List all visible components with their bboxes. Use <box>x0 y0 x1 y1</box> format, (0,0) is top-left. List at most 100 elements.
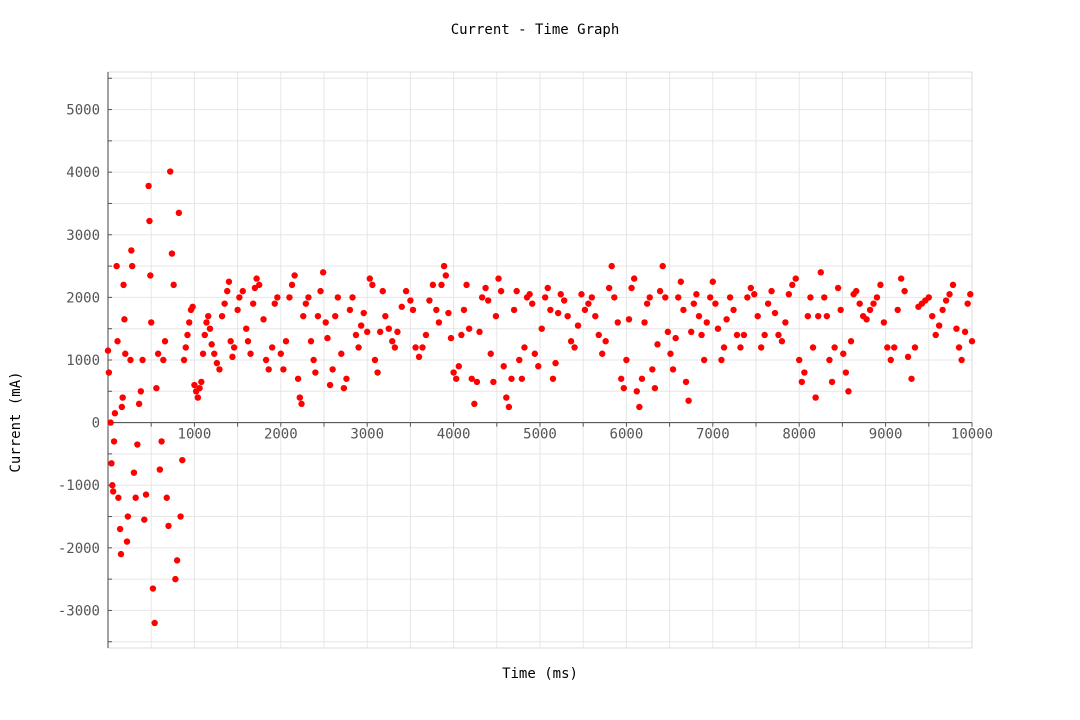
y-tick-label: 1000 <box>66 353 100 369</box>
data-point <box>324 334 331 342</box>
data-point <box>374 369 381 376</box>
data-point <box>307 338 315 345</box>
data-point <box>549 375 557 382</box>
data-point <box>147 272 154 279</box>
data-point <box>636 403 643 411</box>
data-point <box>897 275 905 282</box>
data-point <box>529 300 536 307</box>
data-point <box>877 281 884 289</box>
data-point <box>154 350 162 357</box>
data-point <box>703 319 710 326</box>
x-tick-label: 7000 <box>696 427 730 443</box>
x-tick-label: 4000 <box>437 427 471 443</box>
data-point <box>714 325 722 332</box>
data-point <box>249 300 257 307</box>
data-point <box>958 356 965 364</box>
data-point <box>740 331 748 339</box>
data-point <box>608 262 615 270</box>
data-point <box>754 312 761 320</box>
ticks: 1000 2000 3000 4000 5000 6000 7000 8000 9000 1000… <box>58 77 993 643</box>
data-point <box>845 388 852 395</box>
data-point <box>234 306 241 314</box>
data-point <box>967 291 974 298</box>
data-point <box>433 306 440 314</box>
data-point <box>426 297 433 304</box>
data-point <box>364 328 371 336</box>
data-point <box>680 306 687 314</box>
data-point <box>409 306 417 314</box>
data-point <box>798 378 805 386</box>
data-point <box>505 403 513 411</box>
data-point <box>908 375 915 382</box>
data-point <box>460 306 468 314</box>
data-point <box>535 363 542 370</box>
data-point <box>567 338 575 345</box>
data-point <box>170 281 177 289</box>
data-point <box>557 291 564 298</box>
data-point <box>262 356 270 364</box>
data-point <box>291 272 298 279</box>
data-point <box>651 384 659 392</box>
data-point <box>571 344 578 351</box>
data-point <box>243 325 250 332</box>
data-point <box>955 344 963 351</box>
data-point <box>901 287 908 295</box>
data-point <box>578 291 585 298</box>
data-point <box>764 300 772 307</box>
data-point <box>667 350 674 357</box>
y-tick-label: 3000 <box>66 228 100 244</box>
series-points <box>104 168 976 627</box>
data-point <box>442 272 450 279</box>
data-point <box>282 338 290 345</box>
data-point <box>329 366 336 373</box>
data-point <box>419 344 426 351</box>
data-point <box>440 262 448 270</box>
x-tick-label: 9000 <box>869 427 903 443</box>
data-point <box>611 294 618 301</box>
data-point <box>828 378 836 386</box>
data-point <box>398 303 405 310</box>
data-point <box>265 366 272 373</box>
data-point <box>105 369 113 376</box>
data-point <box>672 334 679 342</box>
data-point <box>516 356 523 364</box>
data-point <box>352 331 360 339</box>
data-point <box>145 182 152 190</box>
data-point <box>487 350 494 357</box>
data-point <box>473 378 481 386</box>
data-point <box>508 375 515 382</box>
data-point <box>929 312 936 320</box>
data-point <box>260 316 267 323</box>
y-tick-label: 4000 <box>66 165 100 181</box>
data-point <box>286 294 293 301</box>
data-point <box>880 319 888 326</box>
data-point <box>117 550 125 558</box>
data-point <box>122 350 129 357</box>
data-point <box>768 287 775 295</box>
data-point <box>574 322 582 329</box>
data-point <box>510 306 518 314</box>
data-point <box>707 294 714 301</box>
data-point <box>118 403 126 411</box>
data-point <box>412 344 419 351</box>
data-point <box>168 250 176 257</box>
data-point <box>340 384 348 392</box>
data-point <box>873 294 881 301</box>
data-point <box>211 350 218 357</box>
data-point <box>744 294 751 301</box>
data-point <box>476 328 483 336</box>
data-point <box>349 294 356 301</box>
data-point <box>953 325 960 332</box>
data-point <box>355 344 362 351</box>
data-point <box>682 378 690 386</box>
data-point <box>595 331 602 339</box>
data-point <box>415 353 423 361</box>
data-point <box>564 312 571 320</box>
data-point <box>935 322 943 329</box>
data-point <box>664 328 672 336</box>
data-point <box>815 312 822 320</box>
data-point <box>205 312 212 320</box>
data-point <box>194 394 202 401</box>
data-point <box>490 378 497 386</box>
data-point <box>208 341 215 348</box>
